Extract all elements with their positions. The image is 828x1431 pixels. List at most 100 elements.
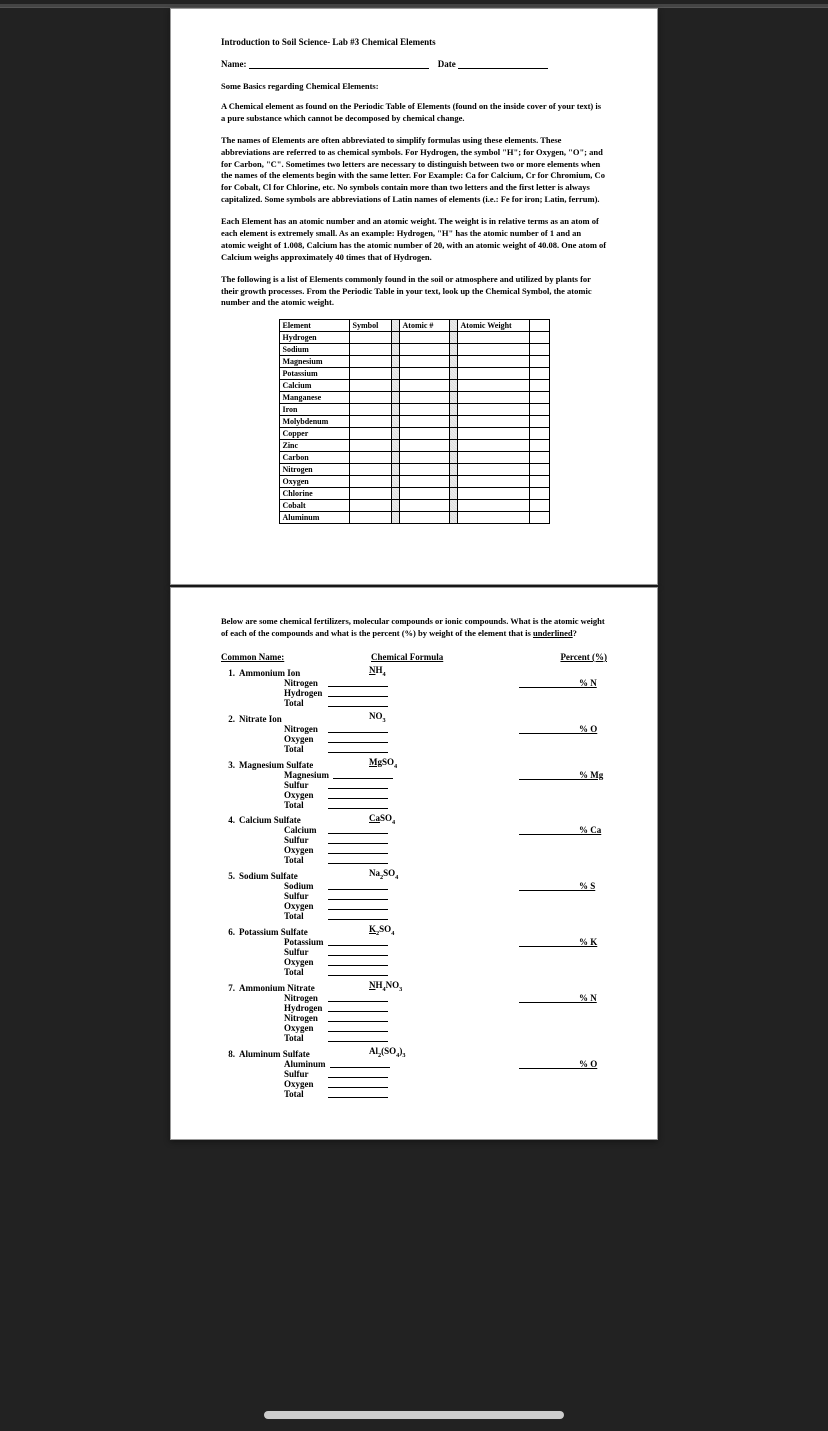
symbol-cell[interactable] [349, 488, 391, 500]
percent-blank[interactable] [519, 946, 579, 947]
atomic-num-cell[interactable] [399, 428, 449, 440]
atomic-weight-cell[interactable] [457, 500, 529, 512]
weight-blank[interactable] [328, 955, 388, 956]
percent-blank[interactable] [519, 834, 579, 835]
weight-blank[interactable] [328, 706, 388, 707]
compound-name: Nitrate Ion [239, 714, 369, 724]
percent-blank[interactable] [519, 733, 579, 734]
atomic-weight-cell[interactable] [457, 368, 529, 380]
symbol-cell[interactable] [349, 392, 391, 404]
percent-label: % O [579, 1059, 607, 1069]
weight-blank[interactable] [328, 732, 388, 733]
weight-blank[interactable] [328, 919, 388, 920]
table-row: Potassium [279, 368, 549, 380]
weight-blank[interactable] [328, 686, 388, 687]
atomic-weight-cell[interactable] [457, 380, 529, 392]
percent-blank[interactable] [519, 1068, 579, 1069]
name-blank[interactable] [249, 68, 429, 69]
atomic-num-cell[interactable] [399, 500, 449, 512]
weight-blank[interactable] [328, 696, 388, 697]
symbol-cell[interactable] [349, 512, 391, 524]
weight-blank[interactable] [328, 1001, 388, 1002]
symbol-cell[interactable] [349, 404, 391, 416]
atomic-num-cell[interactable] [399, 380, 449, 392]
weight-blank[interactable] [328, 1077, 388, 1078]
atomic-num-cell[interactable] [399, 452, 449, 464]
atomic-weight-cell[interactable] [457, 452, 529, 464]
symbol-cell[interactable] [349, 416, 391, 428]
atomic-num-cell[interactable] [399, 464, 449, 476]
atomic-weight-cell[interactable] [457, 332, 529, 344]
weight-blank[interactable] [328, 965, 388, 966]
weight-blank[interactable] [328, 863, 388, 864]
symbol-cell[interactable] [349, 344, 391, 356]
atomic-num-cell[interactable] [399, 416, 449, 428]
atomic-weight-cell[interactable] [457, 464, 529, 476]
percent-blank[interactable] [519, 779, 579, 780]
scroll-thumb[interactable] [264, 1411, 564, 1419]
symbol-cell[interactable] [349, 428, 391, 440]
atomic-num-cell[interactable] [399, 440, 449, 452]
table-row: Cobalt [279, 500, 549, 512]
date-blank[interactable] [458, 68, 548, 69]
percent-blank[interactable] [519, 1002, 579, 1003]
sub-element: Sodium [239, 881, 324, 891]
symbol-cell[interactable] [349, 452, 391, 464]
atomic-num-cell[interactable] [399, 392, 449, 404]
atomic-weight-cell[interactable] [457, 416, 529, 428]
symbol-cell[interactable] [349, 368, 391, 380]
percent-label: % N [579, 993, 607, 1003]
col-atomic-weight: Atomic Weight [457, 320, 529, 332]
atomic-weight-cell[interactable] [457, 488, 529, 500]
weight-blank[interactable] [328, 1087, 388, 1088]
weight-blank[interactable] [328, 788, 388, 789]
atomic-weight-cell[interactable] [457, 356, 529, 368]
symbol-cell[interactable] [349, 440, 391, 452]
symbol-cell[interactable] [349, 464, 391, 476]
weight-blank[interactable] [328, 1041, 388, 1042]
symbol-cell[interactable] [349, 356, 391, 368]
atomic-num-cell[interactable] [399, 344, 449, 356]
percent-blank[interactable] [519, 687, 579, 688]
percent-blank[interactable] [519, 890, 579, 891]
atomic-num-cell[interactable] [399, 332, 449, 344]
weight-blank[interactable] [328, 843, 388, 844]
weight-blank[interactable] [333, 778, 393, 779]
weight-blank[interactable] [328, 742, 388, 743]
atomic-weight-cell[interactable] [457, 428, 529, 440]
compound-name: Magnesium Sulfate [239, 760, 369, 770]
atomic-weight-cell[interactable] [457, 476, 529, 488]
weight-blank[interactable] [328, 798, 388, 799]
weight-blank[interactable] [328, 833, 388, 834]
weight-blank[interactable] [328, 899, 388, 900]
atomic-num-cell[interactable] [399, 488, 449, 500]
atomic-weight-cell[interactable] [457, 440, 529, 452]
atomic-weight-cell[interactable] [457, 344, 529, 356]
weight-blank[interactable] [328, 752, 388, 753]
weight-blank[interactable] [328, 1011, 388, 1012]
atomic-num-cell[interactable] [399, 356, 449, 368]
weight-blank[interactable] [328, 808, 388, 809]
atomic-num-cell[interactable] [399, 368, 449, 380]
atomic-weight-cell[interactable] [457, 392, 529, 404]
weight-blank[interactable] [328, 1021, 388, 1022]
weight-blank[interactable] [328, 1097, 388, 1098]
col-extra [529, 320, 549, 332]
atomic-num-cell[interactable] [399, 476, 449, 488]
weight-blank[interactable] [328, 889, 388, 890]
symbol-cell[interactable] [349, 380, 391, 392]
weight-blank[interactable] [328, 975, 388, 976]
symbol-cell[interactable] [349, 500, 391, 512]
symbol-cell[interactable] [349, 476, 391, 488]
atomic-num-cell[interactable] [399, 512, 449, 524]
weight-blank[interactable] [328, 909, 388, 910]
atomic-num-cell[interactable] [399, 404, 449, 416]
symbol-cell[interactable] [349, 332, 391, 344]
atomic-weight-cell[interactable] [457, 404, 529, 416]
element-name: Nitrogen [279, 464, 349, 476]
atomic-weight-cell[interactable] [457, 512, 529, 524]
weight-blank[interactable] [328, 853, 388, 854]
weight-blank[interactable] [328, 1031, 388, 1032]
weight-blank[interactable] [330, 1067, 390, 1068]
weight-blank[interactable] [328, 945, 388, 946]
